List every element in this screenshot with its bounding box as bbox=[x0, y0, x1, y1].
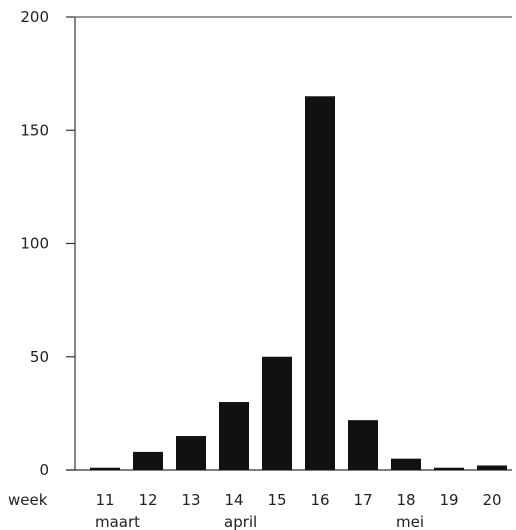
x-axis-ticks: 11 12 13 14 15 16 17 18 19 20 bbox=[95, 491, 501, 509]
x-tick-label: 13 bbox=[181, 491, 200, 509]
bar-week-19 bbox=[434, 467, 464, 470]
bar-week-13 bbox=[176, 436, 206, 470]
x-tick-label: 14 bbox=[224, 491, 243, 509]
y-tick-label: 200 bbox=[20, 8, 49, 26]
y-tick-label: 50 bbox=[30, 348, 49, 366]
bar-week-20 bbox=[477, 465, 507, 470]
x-axis-title: week bbox=[8, 491, 48, 509]
x-tick-label: 12 bbox=[138, 491, 157, 509]
x-tick-label: 18 bbox=[396, 491, 415, 509]
x-tick-label: 11 bbox=[95, 491, 114, 509]
bar-week-16 bbox=[305, 96, 335, 471]
bar-week-12 bbox=[133, 451, 163, 470]
x-tick-label: 15 bbox=[267, 491, 286, 509]
month-label: april bbox=[224, 513, 257, 530]
x-tick-label: 17 bbox=[353, 491, 372, 509]
bar-week-11 bbox=[90, 467, 120, 470]
month-labels: maart april mei bbox=[95, 513, 424, 530]
bar-week-15 bbox=[262, 356, 292, 470]
month-label: mei bbox=[396, 513, 424, 530]
y-axis-ticks: 0 50 100 150 200 bbox=[20, 8, 75, 479]
bars bbox=[90, 96, 507, 471]
y-tick-label: 150 bbox=[20, 121, 49, 139]
month-label: maart bbox=[95, 513, 140, 530]
x-tick-label: 20 bbox=[482, 491, 501, 509]
x-tick-label: 19 bbox=[439, 491, 458, 509]
bar-week-17 bbox=[348, 420, 378, 470]
y-tick-label: 0 bbox=[39, 461, 49, 479]
bar-week-14 bbox=[219, 402, 249, 470]
y-tick-label: 100 bbox=[20, 235, 49, 253]
bar-week-18 bbox=[391, 458, 421, 470]
x-tick-label: 16 bbox=[310, 491, 329, 509]
